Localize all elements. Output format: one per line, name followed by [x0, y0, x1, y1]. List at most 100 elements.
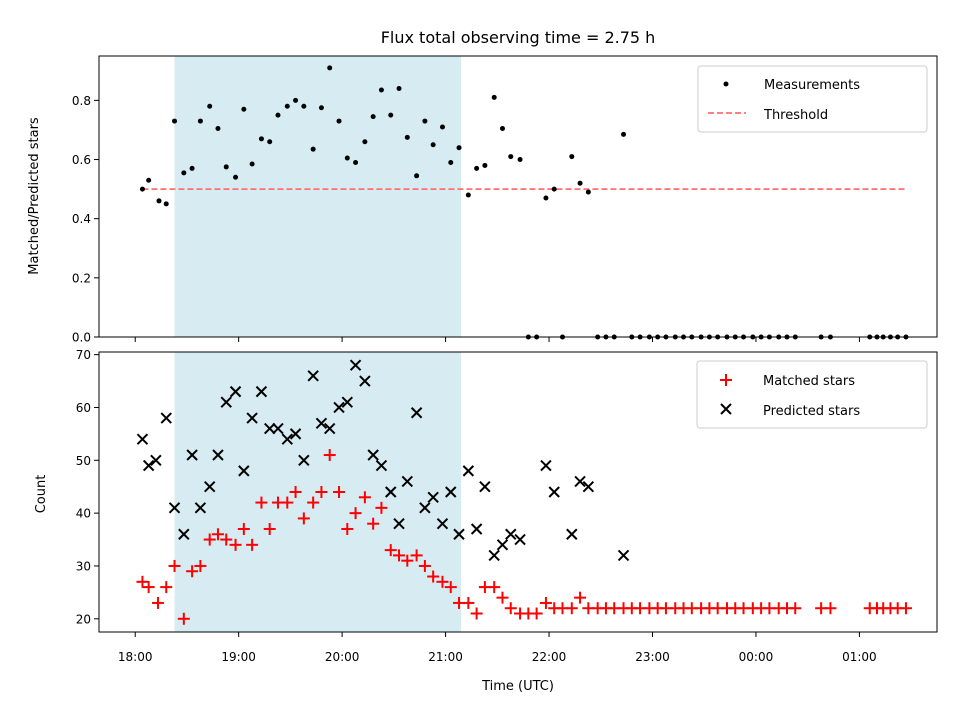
matched-star-point — [789, 602, 802, 615]
measurement-point — [139, 186, 145, 192]
measurement-point — [267, 139, 273, 145]
measurement-point — [156, 198, 162, 204]
measurement-point — [197, 118, 203, 124]
matched-star-point — [349, 507, 362, 520]
matched-star-point — [367, 517, 380, 530]
x-tick-label: 23:00 — [635, 650, 670, 664]
x-tick-label: 21:00 — [428, 650, 463, 664]
measurement-point — [378, 87, 384, 93]
matched-star-point — [427, 570, 440, 583]
measurement-point — [465, 192, 471, 198]
top-axes-frame — [98, 55, 938, 338]
matched-star-point — [220, 533, 233, 546]
predicted-star-point — [427, 491, 439, 503]
predicted-star-point — [582, 481, 595, 493]
top-legend: Measurements Threshold — [697, 65, 928, 133]
top-panel: 0.00.20.40.60.8 Matched/Predicted stars … — [27, 55, 938, 345]
measurement-point — [585, 189, 591, 195]
measurement-point — [318, 105, 324, 111]
matched-star-point — [315, 486, 328, 498]
measurement-point — [223, 164, 229, 170]
legend-measurements-label: Measurements — [764, 78, 860, 93]
predicted-star-point — [272, 422, 284, 435]
bottom-legend: Matched stars Predicted stars — [696, 360, 928, 429]
measurement-point — [430, 142, 436, 148]
predicted-star-point — [419, 502, 431, 514]
x-tick-label: 01:00 — [842, 650, 877, 664]
measurement-point — [172, 118, 178, 124]
matched-star-point — [539, 596, 552, 609]
matched-star-point — [177, 612, 190, 625]
top-y-tick-label: 0.0 — [72, 331, 91, 345]
measurement-point — [370, 114, 376, 120]
matched-star-point — [375, 501, 388, 514]
measurement-point — [508, 154, 514, 160]
matched-star-point — [151, 596, 164, 609]
predicted-star-point — [212, 449, 224, 461]
measurement-point — [301, 103, 307, 109]
bottom-axes-frame — [98, 351, 938, 633]
bottom-y-tick-label: 50 — [76, 454, 91, 468]
measurement-point — [456, 145, 462, 151]
predicted-star-point — [349, 359, 362, 371]
matched-star-point — [186, 565, 199, 578]
matched-star-point — [203, 533, 216, 546]
legend-predicted-marker — [720, 403, 732, 415]
predicted-star-point — [341, 396, 354, 408]
predicted-star-point — [453, 528, 465, 540]
measurement-point — [189, 165, 195, 171]
predicted-star-point — [359, 375, 371, 387]
top-y-axis-label: Matched/Predicted stars — [27, 117, 42, 275]
measurement-point — [448, 159, 454, 165]
x-axis-label: Time (UTC) — [481, 679, 554, 694]
predicted-star-point — [255, 385, 268, 398]
bottom-legend-box — [696, 360, 928, 429]
predicted-star-point — [194, 502, 207, 514]
matched-star-point — [393, 549, 406, 562]
matched-star-point — [168, 559, 181, 572]
matched-star-point — [333, 486, 346, 498]
matched-star-point — [160, 581, 173, 594]
predicted-star-point — [160, 412, 172, 424]
measurement-point — [284, 103, 290, 109]
matched-star-point — [565, 602, 578, 615]
matched-star-point — [401, 554, 414, 567]
matched-star-point — [530, 607, 543, 620]
predicted-star-point — [470, 523, 483, 535]
predicted-star-point — [307, 370, 319, 382]
measurement-point — [577, 180, 583, 186]
observing-window-span-top — [174, 56, 462, 337]
matched-star-point — [410, 549, 423, 562]
matched-star-point — [574, 591, 587, 604]
ratio-marks — [139, 65, 909, 340]
measurement-point — [362, 139, 368, 145]
measurement-point — [163, 201, 169, 207]
measurement-point — [207, 103, 213, 109]
predicted-star-point — [367, 449, 379, 461]
measurement-point — [215, 125, 221, 131]
measurement-point — [517, 157, 523, 163]
predicted-star-point — [401, 475, 414, 488]
matched-star-point — [263, 522, 276, 535]
top-y-tick-label: 0.8 — [72, 94, 91, 108]
measurement-point — [396, 86, 402, 92]
predicted-star-point — [548, 486, 560, 498]
top-legend-box — [697, 65, 928, 133]
matched-star-point — [488, 581, 501, 594]
measurement-point — [474, 165, 480, 171]
matched-star-point — [289, 486, 302, 498]
predicted-star-point — [150, 454, 162, 467]
x-tick-label: 00:00 — [739, 650, 774, 664]
matched-star-point — [496, 591, 509, 604]
predicted-star-point — [574, 475, 586, 488]
predicted-star-point — [375, 459, 388, 472]
matched-star-point — [504, 602, 517, 615]
measurement-point — [422, 118, 428, 124]
predicted-star-point — [168, 502, 181, 514]
measurement-point — [491, 94, 497, 100]
predicted-star-point — [410, 407, 423, 419]
top-y-tick-label: 0.2 — [72, 271, 91, 285]
predicted-star-point — [566, 528, 578, 540]
predicted-star-point — [203, 481, 216, 493]
predicted-star-point — [514, 533, 526, 546]
